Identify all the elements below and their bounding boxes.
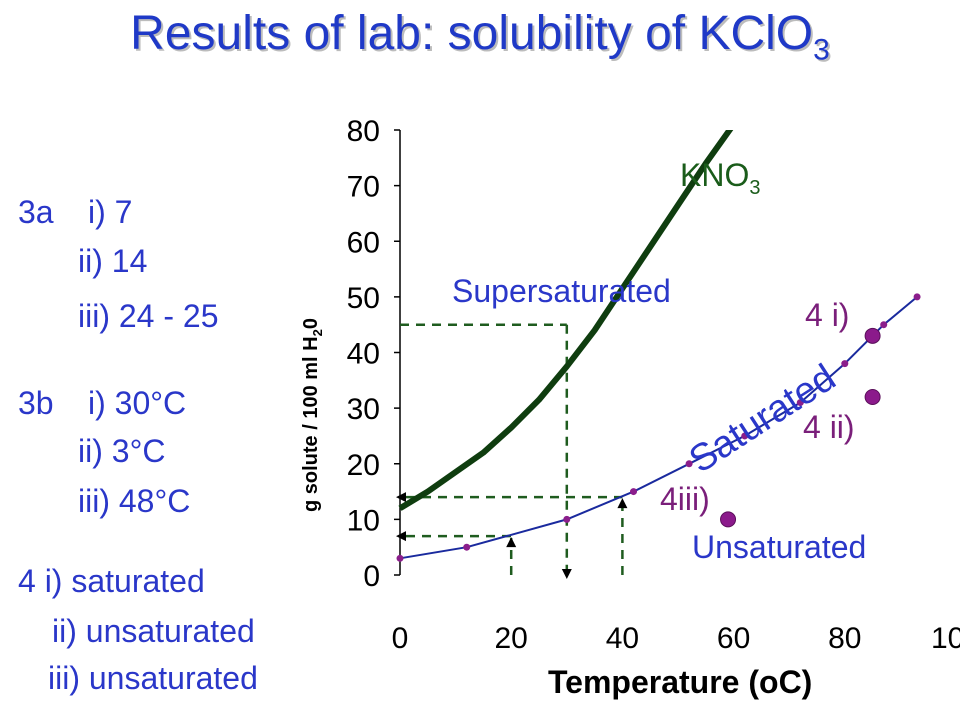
point-4i-label: 4 i) [805, 297, 849, 333]
y-tick-label: 20 [347, 449, 380, 482]
x-tick-label: 0 [392, 622, 409, 655]
x-tick-label: 100 [931, 622, 960, 655]
y-tick-label: 30 [347, 393, 380, 426]
question-point [864, 327, 881, 344]
point-4ii-label: 4 ii) [803, 409, 855, 445]
slide-title-subscript: 3 [813, 33, 830, 67]
answer-4-ii: ii) unsaturated [52, 613, 255, 649]
x-tick-label: 60 [717, 622, 750, 655]
answer-4-i: 4 i) saturated [18, 563, 205, 599]
y-tick-label: 70 [347, 171, 380, 204]
kclo3-data-point [463, 543, 471, 551]
kclo3-data-point [563, 515, 571, 523]
answer-3a-i: i) 7 [88, 194, 133, 230]
guide-arrow-40-left [396, 492, 406, 503]
slide-title: Results of lab: solubility of KClO3 [0, 6, 960, 68]
kclo3-data-point [796, 399, 804, 407]
kclo3-data-point [913, 293, 921, 301]
slide-title-text: Results of lab: solubility of KClO [130, 7, 814, 60]
answer-4-iii: iii) unsaturated [48, 660, 258, 696]
guide-arrow-40-up [617, 498, 628, 509]
kclo3-data-point [396, 554, 404, 562]
kclo3-data-point [880, 321, 888, 329]
question-point [720, 511, 737, 528]
unsaturated-label: Unsaturated [692, 529, 866, 565]
kclo3-data-point [630, 488, 638, 496]
answer-3a-ii: ii) 14 [78, 243, 148, 279]
y-tick-label: 10 [347, 504, 380, 537]
answer-3b-ii: ii) 3°C [78, 433, 166, 469]
x-tick-label: 80 [828, 622, 861, 655]
x-axis-label: Temperature (oC) [548, 664, 813, 700]
answer-3a-iii: iii) 24 - 25 [78, 298, 219, 334]
answer-3a-label: 3a [18, 194, 54, 230]
kno3-label-subscript: 3 [749, 177, 760, 199]
y-tick-label: 50 [347, 282, 380, 315]
question-point [864, 389, 881, 405]
kno3-curve [398, 130, 734, 511]
kclo3-data-point [685, 460, 693, 468]
guide-arrow-30 [561, 569, 572, 579]
guide-arrow-20-left [396, 531, 406, 542]
supersaturated-label: Supersaturated [452, 273, 671, 309]
answer-3b-iii: iii) 48°C [78, 483, 191, 519]
point-4iii-label: 4iii) [660, 481, 710, 517]
kclo3-curve [399, 296, 918, 560]
answer-3b-label: 3b [18, 385, 54, 421]
kclo3-data-point [841, 360, 849, 368]
guide-arrow-20-up [506, 537, 517, 548]
kclo3-data-point [741, 432, 749, 440]
y-tick-label: 60 [347, 226, 380, 259]
x-tick-label: 40 [606, 622, 639, 655]
x-tick-label: 20 [495, 622, 528, 655]
y-tick-label: 40 [347, 338, 380, 371]
y-tick-label: 80 [347, 115, 380, 148]
kno3-label: KNO3 [680, 157, 760, 199]
answers-panel: 3a i) 7 ii) 14 iii) 24 - 25 3b i) 30°C i… [0, 0, 330, 720]
y-tick-label: 0 [363, 560, 380, 593]
answer-3b-i: i) 30°C [88, 385, 187, 421]
